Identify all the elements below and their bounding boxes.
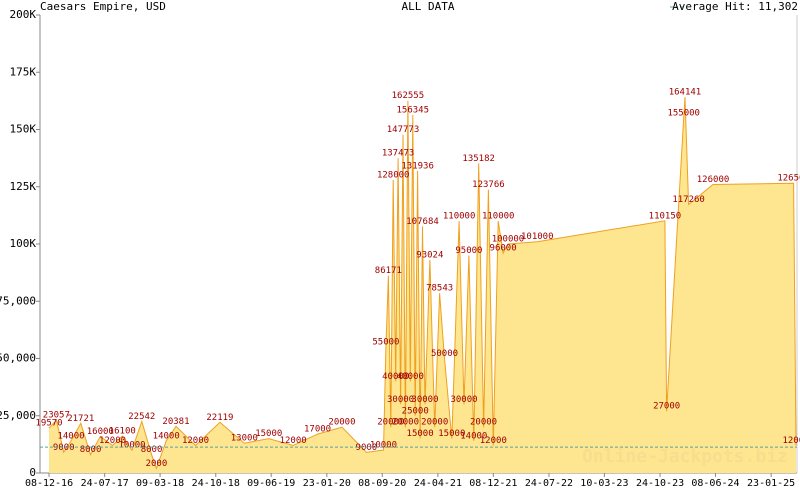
area (49, 97, 796, 473)
value-label: 93024 (416, 250, 443, 260)
value-label: 17000 (304, 425, 331, 435)
x-tick-label: 09-03-18 (136, 478, 184, 489)
value-label: 12000 (182, 436, 209, 446)
y-tick-label: 25,000 (0, 409, 36, 422)
value-label: 30000 (411, 395, 438, 405)
value-label: 55000 (372, 338, 399, 348)
x-tick-label: 24-07-17 (81, 478, 129, 489)
value-label: 96000 (490, 244, 517, 254)
value-label: 50000 (431, 349, 458, 359)
y-tick-label: 75,000 (0, 294, 36, 307)
value-label: 131936 (401, 161, 434, 171)
value-label: 20000 (377, 418, 404, 428)
line (48, 97, 797, 470)
value-label: 110000 (482, 212, 515, 222)
x-tick-label: 23-01-25 (747, 478, 795, 489)
value-label: 117260 (672, 195, 705, 205)
value-label: 110150 (649, 211, 682, 221)
value-label: 22119 (206, 413, 233, 423)
value-label: 20000 (470, 418, 497, 428)
x-tick-label: 08-12-16 (25, 478, 73, 489)
value-label: 25000 (402, 406, 429, 416)
value-label: 23057 (43, 411, 70, 421)
value-label: 12000 (480, 436, 507, 446)
y-tick-label: 125K (10, 180, 37, 193)
value-label: 128000 (377, 170, 410, 180)
y-tick-label: 150K (10, 123, 37, 136)
value-label: 16100 (109, 427, 136, 437)
value-label: 156345 (397, 105, 430, 115)
x-tick-label: 10-03-23 (580, 478, 628, 489)
value-label: 101000 (521, 232, 554, 242)
value-label: 10000 (118, 441, 145, 451)
value-label: 14000 (460, 431, 487, 441)
legend-label: Average Hit: 11,302 (672, 0, 798, 13)
value-label: 164141 (669, 88, 702, 98)
value-label: 110000 (443, 212, 476, 222)
chart-title: Caesars Empire, USD (40, 0, 166, 13)
value-label: 12000 (782, 436, 800, 446)
value-label: 107684 (406, 217, 439, 227)
value-label: 30000 (387, 395, 414, 405)
x-tick-label: 24-04-21 (414, 478, 462, 489)
value-label: 8000 (80, 445, 102, 455)
x-tick-label: 09-06-19 (247, 478, 295, 489)
y-tick-label: 175K (10, 65, 37, 78)
x-tick-label: 24-07-22 (525, 478, 573, 489)
y-tick-label: 200K (10, 8, 37, 21)
value-label: 14000 (153, 431, 180, 441)
value-label: 20000 (328, 418, 355, 428)
value-label: 78543 (426, 284, 453, 294)
x-tick-label: 08-06-24 (691, 478, 739, 489)
value-label: 9000 (53, 443, 75, 453)
value-label: 126000 (697, 175, 730, 185)
y-tick-label: 100K (10, 237, 37, 250)
value-label: 14000 (57, 431, 84, 441)
value-label: 19570 (35, 419, 62, 429)
value-label: 20000 (392, 418, 419, 428)
value-label: 100000 (492, 235, 525, 245)
value-label: 155000 (667, 109, 700, 119)
x-tick-label: 24-10-18 (192, 478, 240, 489)
value-label: 135182 (462, 154, 495, 164)
value-label: 15000 (255, 429, 282, 439)
value-label: 30000 (450, 395, 477, 405)
value-label: 12000 (280, 436, 307, 446)
value-label: 13000 (231, 434, 258, 444)
value-label: 22542 (128, 412, 155, 422)
y-tick-label: 50,000 (0, 352, 36, 365)
value-label: 27000 (653, 402, 680, 412)
x-tick-label: 08-12-21 (469, 478, 517, 489)
value-label: 9000 (356, 443, 378, 453)
value-label: 40000 (382, 372, 409, 382)
value-label: 16000 (87, 427, 114, 437)
x-tick-label: 23-01-20 (303, 478, 351, 489)
value-label: 147773 (387, 125, 420, 135)
value-label: 8000 (141, 445, 163, 455)
y-tick-label: 0 (29, 466, 36, 479)
value-label: 162555 (392, 91, 425, 101)
chart-subtitle: ALL DATA (402, 0, 455, 13)
value-label: 137473 (382, 149, 415, 159)
value-label: 86171 (375, 266, 402, 276)
value-label: 12000 (99, 436, 126, 446)
value-label: 21721 (67, 414, 94, 424)
x-tick-label: 08-09-20 (358, 478, 406, 489)
value-label: 20381 (162, 417, 189, 427)
value-label: 40000 (397, 372, 424, 382)
value-label: 15000 (407, 429, 434, 439)
value-label: 2000 (146, 459, 168, 469)
value-label: 15000 (438, 429, 465, 439)
x-tick-label: 24-10-23 (636, 478, 684, 489)
value-label: 126562 (777, 174, 800, 184)
value-label: 95000 (455, 246, 482, 256)
value-label: 123766 (472, 180, 505, 190)
watermark: Online-Jackpots.biz (582, 446, 788, 467)
value-label: 10000 (370, 441, 397, 451)
value-label: 20000 (421, 418, 448, 428)
